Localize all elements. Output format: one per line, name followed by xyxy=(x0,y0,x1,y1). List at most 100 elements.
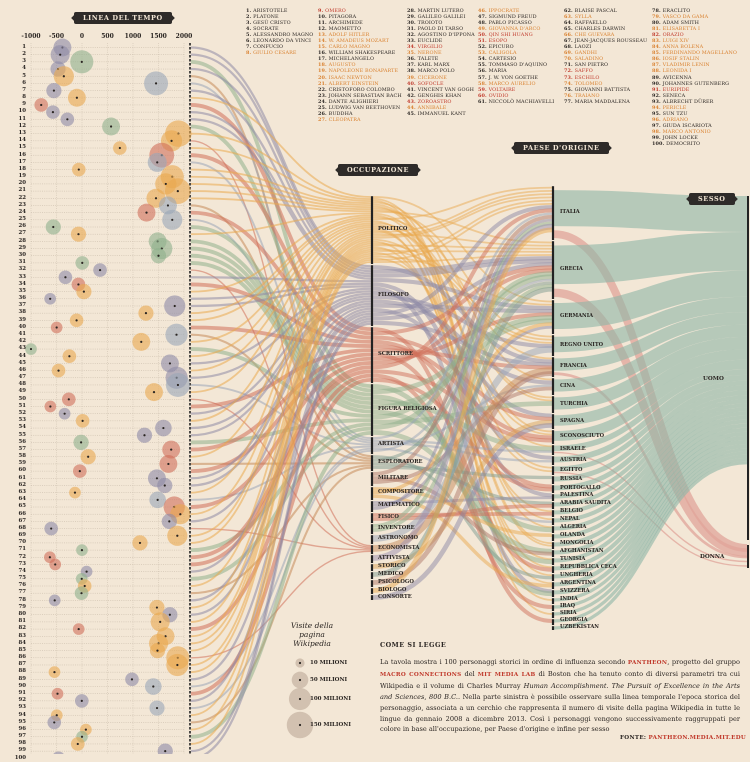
bar-gap xyxy=(551,581,555,583)
country-label: PORTOGALLO xyxy=(560,485,601,491)
flow-line xyxy=(190,246,372,638)
timeline-dot-center xyxy=(154,197,158,200)
country-label: NEPAL xyxy=(560,515,580,522)
person-item: 58. MARCO AURELIO xyxy=(478,80,536,87)
occupation-label: ECONOMISTA xyxy=(378,545,420,552)
flow-line xyxy=(372,496,553,504)
flow-line xyxy=(190,259,372,731)
rank-label: 29 xyxy=(18,244,26,251)
rank-label: 2 xyxy=(22,50,26,57)
person-item: 76. TRAIANO xyxy=(564,92,600,99)
bar-gap xyxy=(551,240,555,242)
timeline-dot-center xyxy=(166,204,170,207)
person-item: 50. QIN SHI HUANG xyxy=(478,32,533,39)
flow-line xyxy=(553,454,748,616)
rank-label: 79 xyxy=(18,603,26,610)
country-label: ISRAELE xyxy=(560,446,586,452)
rank-label: 77 xyxy=(18,589,26,596)
source-link[interactable]: PANTHEON.MEDIA.MIT.EDU xyxy=(648,735,747,741)
rank-label: 91 xyxy=(18,690,26,696)
timeline-dot-center xyxy=(152,391,156,394)
timeline-dot-center xyxy=(80,577,83,580)
bar-gap xyxy=(551,509,555,511)
person-item: 68. LAOZI xyxy=(564,44,592,51)
flow-line xyxy=(553,270,748,330)
person-item: 83. LUIGI XIV xyxy=(652,38,689,45)
country-label: UNGHERIA xyxy=(560,571,593,578)
timeline-dot-center xyxy=(168,613,171,616)
rank-label: 39 xyxy=(18,316,26,323)
timeline-dot-center xyxy=(155,477,159,480)
bar-gap xyxy=(370,587,374,589)
person-item: 96. ADRIANO xyxy=(652,116,689,123)
person-item: 72. SAFFO xyxy=(564,68,593,75)
flow-line xyxy=(190,168,372,205)
flow-line xyxy=(190,430,372,739)
rank-label: 11 xyxy=(18,115,26,122)
person-item: 10. PITAGORA xyxy=(318,14,357,21)
rank-label: 31 xyxy=(18,259,26,266)
timeline-dot-center xyxy=(80,60,83,63)
legend-item-100: 100 MILIONI xyxy=(310,696,351,702)
flow-line xyxy=(190,252,372,666)
timeline-dot-center xyxy=(143,434,146,437)
bar-gap xyxy=(551,565,555,567)
person-item: 85. FERDINANDO MAGELLANO xyxy=(652,50,738,57)
flow-line xyxy=(372,250,553,253)
timeline-dot-center xyxy=(53,599,56,602)
timeline-dot-center xyxy=(73,491,77,494)
legend-item-10: 10 MILIONI xyxy=(310,660,348,666)
timeline-dot-center xyxy=(63,412,66,415)
flow-line xyxy=(372,218,553,510)
timeline-dot-center xyxy=(173,304,176,308)
rank-label: 26 xyxy=(18,223,26,230)
source: FONTE: PANTHEON.MEDIA.MIT.EDU xyxy=(620,735,747,741)
country-header: PAESE D'ORIGINE xyxy=(514,142,609,154)
rank-label: 94 xyxy=(18,711,26,718)
rank-label: 74 xyxy=(18,567,26,574)
link-pantheon[interactable]: PANTHEON xyxy=(627,660,668,666)
flow-line xyxy=(190,253,372,410)
flow-line xyxy=(372,286,553,577)
person-item: 94. PERICLE xyxy=(652,104,687,111)
flow-line xyxy=(190,269,372,548)
rank-label: 18 xyxy=(18,165,26,172)
link-mit-media-lab[interactable]: MIT MEDIA LAB xyxy=(477,671,536,678)
rank-label: 12 xyxy=(18,122,26,129)
rank-label: 89 xyxy=(18,675,26,682)
timeline-dot-center xyxy=(87,455,90,458)
person-item: 41. VINCENT VAN GOGH xyxy=(407,86,475,93)
flow-line xyxy=(372,348,553,370)
sex-label-donna: DONNA xyxy=(700,554,725,560)
timeline-dot-center xyxy=(168,362,172,365)
legend-circle-center xyxy=(298,697,302,701)
bar-gap xyxy=(551,533,555,535)
person-item: 82. ORAZIO xyxy=(652,32,684,39)
flow-line xyxy=(190,96,372,198)
person-item: 4. SOCRATE xyxy=(246,26,279,33)
bar-gap xyxy=(551,549,555,551)
flow-line xyxy=(190,250,372,652)
bar-gap xyxy=(370,579,374,581)
legend-item-50: 50 MILIONI xyxy=(310,677,348,683)
flow-line xyxy=(190,214,372,293)
timeline-dot-center xyxy=(55,714,58,717)
flow-line xyxy=(190,317,372,703)
rank-label: 64 xyxy=(18,496,26,503)
link-macro-connections[interactable]: MACRO CONNECTIONS xyxy=(380,671,462,678)
rank-label: 40 xyxy=(18,323,26,330)
rank-label: 53 xyxy=(18,417,26,424)
person-item: 33. EUCLIDE xyxy=(407,38,443,45)
flow-line xyxy=(190,216,372,315)
rank-label: 70 xyxy=(18,539,26,546)
country-label: REGNO UNITO xyxy=(560,341,604,348)
rank-label: 58 xyxy=(18,453,26,460)
rank-label: 95 xyxy=(18,718,26,725)
timeline-dot-center xyxy=(170,448,173,451)
rank-label: 28 xyxy=(18,237,26,244)
person-item: 59. VOLTAIRE xyxy=(478,86,516,93)
bar-gap xyxy=(551,444,555,446)
timeline-dot-center xyxy=(144,312,148,315)
person-item: 38. MARCO POLO xyxy=(407,68,455,75)
person-item: 81. ELISABETTA I xyxy=(652,26,700,33)
